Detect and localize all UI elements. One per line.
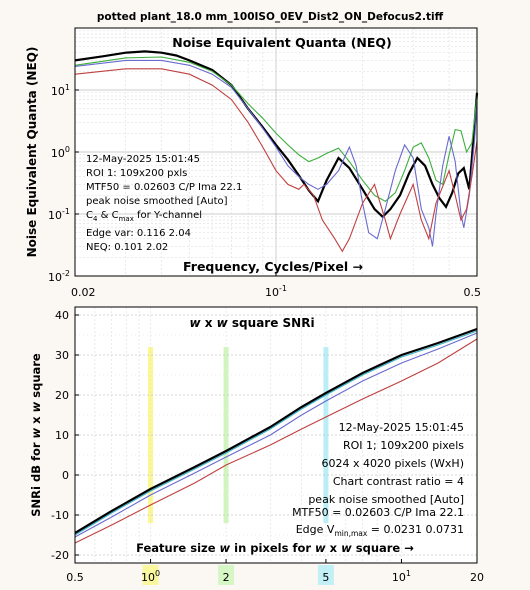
neq-x-tick-label: 0.02 bbox=[71, 286, 96, 299]
snri-x-tick-label: 20 bbox=[470, 571, 484, 584]
snri-band-label-bg bbox=[142, 565, 159, 585]
snri-x-tick-label: 101 bbox=[392, 569, 411, 584]
snri-x-tick-label: 2 bbox=[223, 571, 230, 584]
snri-x-tick-label: 0.5 bbox=[66, 571, 84, 584]
snri-annot-line: Chart contrast ratio = 4 bbox=[333, 475, 464, 488]
snri-annot-line: peak noise smoothed [Auto] bbox=[308, 493, 464, 506]
neq-series bbox=[74, 50, 479, 253]
snri-annot-line: 6024 x 4020 pixels (WxH) bbox=[322, 457, 465, 470]
snri-annot-edge: Edge Vmin,max = 0.0231 0.0731 bbox=[296, 523, 464, 538]
neq-annot-line: MTF50 = 0.02603 C/P Ima 22.1 bbox=[86, 182, 242, 193]
neq-annot-line: 12-May-2025 15:01:45 bbox=[86, 154, 200, 165]
snri-y-tick-label: 0 bbox=[62, 469, 69, 482]
snri-y-tick-label: 30 bbox=[55, 349, 69, 362]
neq-y-tick-label: 10-2 bbox=[48, 269, 70, 284]
snri-x-ticks: 0.5 100 2 5 101 20 bbox=[66, 559, 484, 584]
snri-annot-line: ROI 1; 109x200 pixels bbox=[343, 439, 464, 452]
snri-band-label-bg bbox=[218, 565, 235, 585]
neq-annot-line: NEQ: 0.101 2.02 bbox=[86, 242, 168, 253]
snri-series-cyan bbox=[74, 330, 478, 536]
snri-series bbox=[74, 327, 478, 544]
snri-x-tick-label: 5 bbox=[322, 571, 329, 584]
snri-annot-line: MTF50 = 0.02603 C/P Ima 22.1 bbox=[292, 506, 464, 519]
neq-series-black bbox=[74, 50, 479, 219]
neq-xlabel: Frequency, Cycles/Pixel → bbox=[183, 259, 363, 274]
snri-series-red bbox=[74, 338, 478, 544]
snri-xlabel: Feature size w in pixels for w x w squar… bbox=[136, 541, 414, 555]
neq-annot-cline: C4 & Cmax for Y-channel bbox=[86, 210, 202, 223]
snri-series-blue bbox=[74, 332, 478, 538]
neq-series-green bbox=[74, 56, 478, 202]
neq-title: Noise Equivalent Quanta (NEQ) bbox=[172, 35, 392, 50]
snri-y-tick-label: -10 bbox=[51, 509, 69, 522]
snri-annotation: 12-May-2025 15:01:45 ROI 1; 109x200 pixe… bbox=[292, 421, 464, 538]
neq-plot: Noise Equivalent Quanta (NEQ) 0.02 10-1 0.… bbox=[25, 27, 481, 299]
snri-y-tick-label: -20 bbox=[51, 549, 69, 562]
snri-y-tick-label: 10 bbox=[55, 429, 69, 442]
neq-x-tick-label: 10-1 bbox=[265, 284, 287, 299]
neq-x-ticks: 0.02 10-1 0.5 bbox=[71, 272, 481, 299]
neq-x-tick-label: 0.5 bbox=[464, 286, 482, 299]
neq-annot-line: ROI 1: 109x200 pxls bbox=[86, 168, 187, 179]
neq-y-tick-label: 101 bbox=[51, 83, 70, 98]
neq-ylabel: Noise Equivalent Quanta (NEQ) bbox=[25, 47, 39, 258]
neq-y-tick-label: 10-1 bbox=[48, 207, 70, 222]
neq-annotation: 12-May-2025 15:01:45 ROI 1: 109x200 pxls… bbox=[86, 154, 242, 253]
snri-y-tick-label: 40 bbox=[55, 309, 69, 322]
snri-series-black bbox=[74, 327, 478, 534]
snri-title: w x w square SNRi bbox=[189, 316, 314, 330]
neq-annot-line: peak noise smoothed [Auto] bbox=[86, 196, 228, 207]
snri-band-label-bg bbox=[317, 565, 334, 585]
snri-plot: w x w square SNRi 0.5 100 2 5 101 20 -20 -10 0 1… bbox=[29, 306, 484, 585]
file-title: potted plant_18.0 mm_100ISO_0EV_Dist2_ON… bbox=[97, 11, 444, 23]
neq-series-blue bbox=[74, 59, 478, 247]
neq-series-red bbox=[74, 68, 478, 253]
snri-y-ticks: -20 -10 0 10 20 30 40 bbox=[51, 309, 79, 562]
snri-ylabel: SNRi dB for w x w square bbox=[29, 353, 43, 517]
neq-y-tick-label: 100 bbox=[51, 145, 70, 160]
neq-annot-line: Edge var: 0.116 2.04 bbox=[86, 228, 191, 239]
snri-annot-line: 12-May-2025 15:01:45 bbox=[339, 421, 464, 434]
snri-y-tick-label: 20 bbox=[55, 389, 69, 402]
neq-y-ticks: 10-2 10-1 100 101 bbox=[48, 83, 79, 284]
snri-x-tick-label: 100 bbox=[141, 569, 160, 584]
